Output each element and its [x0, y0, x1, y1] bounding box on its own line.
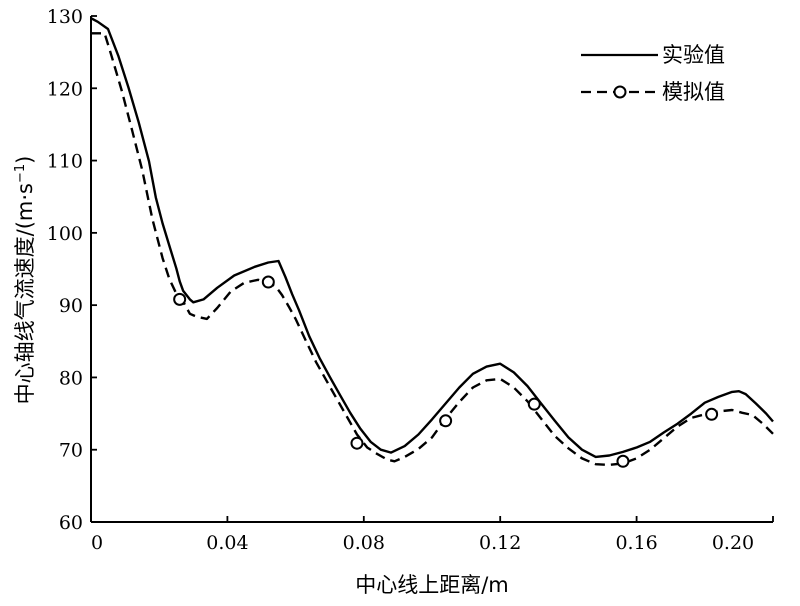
x-tick-label: 0.12	[479, 532, 521, 554]
x-tick-label: 0	[91, 532, 103, 554]
y-axis-title-superscript: −1	[13, 164, 28, 183]
simulated-series-point	[439, 414, 453, 428]
simulated-series-point	[705, 407, 719, 421]
y-tick-label: 100	[47, 223, 83, 245]
x-axis-title: 中心线上距离/m	[355, 573, 509, 597]
legend: 实验值 模拟值	[581, 43, 725, 104]
y-tick-label: 110	[47, 151, 83, 173]
legend-label-simulated: 模拟值	[662, 80, 725, 104]
y-ticks: 60 70 80 90 100 110 120 130	[47, 6, 97, 534]
simulated-series-point	[527, 397, 541, 411]
series-layer	[90, 17, 774, 468]
legend-circle-marker	[613, 85, 627, 99]
y-tick-label: 80	[59, 367, 83, 389]
x-tick-label: 0.08	[343, 532, 385, 554]
x-tick-label: 0.04	[206, 532, 248, 554]
y-tick-label: 90	[59, 295, 83, 317]
x-ticks: 0 0.04 0.08 0.12 0.16 0.20	[90, 516, 774, 554]
simulated-series-point	[350, 436, 364, 450]
legend-label-experimental: 实验值	[662, 43, 725, 67]
y-axis-title: 中心轴线气流速度/(m·s−1)	[13, 156, 37, 405]
x-tick-label: 0.16	[615, 532, 657, 554]
y-tick-label: 130	[47, 6, 83, 28]
y-tick-label: 120	[47, 78, 83, 100]
y-tick-label: 70	[59, 440, 83, 462]
x-tick-label: 0.20	[712, 532, 754, 554]
simulated-series-point	[261, 275, 275, 289]
y-tick-label: 60	[59, 512, 83, 534]
y-axis-title-main: 中心轴线气流速度/(m·s	[13, 183, 37, 404]
axes	[90, 16, 773, 523]
y-axis-title-close: )	[13, 156, 37, 164]
simulated-series-point	[616, 454, 630, 468]
simulated-series-point	[173, 292, 187, 306]
simulated-series-line	[91, 32, 774, 467]
experimental-series-line	[90, 17, 774, 459]
